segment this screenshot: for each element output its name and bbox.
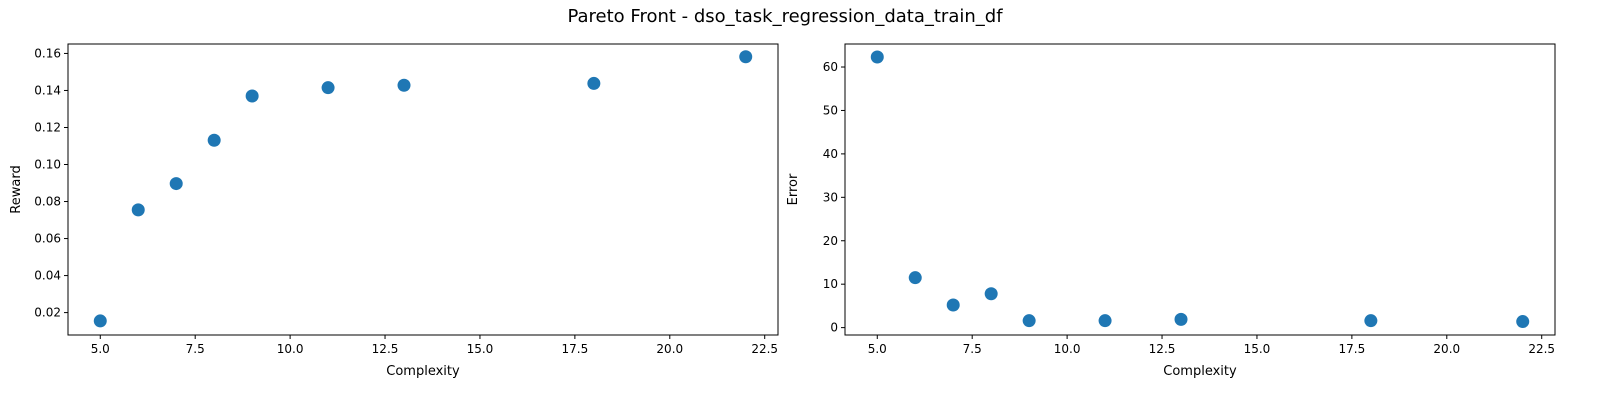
data-point (245, 89, 259, 103)
y-tick-label: 60 (823, 60, 838, 74)
data-point (908, 271, 922, 285)
y-tick-label: 10 (823, 277, 838, 291)
y-tick-label: 30 (823, 190, 838, 204)
x-tick-label: 17.5 (562, 342, 589, 356)
y-axis-label: Reward (9, 165, 24, 213)
x-tick-label: 12.5 (372, 342, 399, 356)
x-tick-label: 17.5 (1339, 342, 1366, 356)
x-tick-label: 10.0 (277, 342, 304, 356)
data-point (1098, 314, 1112, 328)
data-point (1022, 314, 1036, 328)
x-tick-label: 15.0 (467, 342, 494, 356)
y-tick-label: 40 (823, 147, 838, 161)
y-tick-label: 20 (823, 234, 838, 248)
x-tick-label: 5.0 (91, 342, 110, 356)
x-tick-label: 22.5 (751, 342, 778, 356)
data-point (321, 81, 335, 95)
data-point (739, 50, 753, 64)
data-point (984, 287, 998, 301)
data-point (587, 76, 601, 90)
data-point (1174, 312, 1188, 326)
data-point (397, 78, 411, 92)
figure-title: Pareto Front - dso_task_regression_data_… (567, 6, 1003, 27)
data-point (207, 133, 221, 147)
y-tick-label: 0.02 (34, 306, 61, 320)
x-axis-label: Complexity (386, 364, 460, 379)
x-tick-label: 20.0 (656, 342, 683, 356)
y-tick-label: 0.06 (34, 232, 61, 246)
subplot-1: 5.0 7.5 10.0 12.5 15.0 17.5 20.0 22.5 0.02 0.04 0.… (9, 43, 779, 379)
y-tick-label: 0.04 (34, 269, 61, 283)
y-tick-label: 0.16 (34, 46, 61, 60)
y-tick-label: 0 (830, 321, 838, 335)
y-tick-label: 50 (823, 103, 838, 117)
x-axis-label: Complexity (1163, 364, 1237, 379)
y-tick-label: 0.10 (34, 158, 61, 172)
data-point (169, 177, 183, 191)
x-tick-label: 15.0 (1244, 342, 1271, 356)
data-point (131, 203, 145, 217)
y-axis-label: Error (786, 173, 801, 205)
x-tick-label: 7.5 (963, 342, 982, 356)
subplot-2: 5.0 7.5 10.0 12.5 15.0 17.5 20.0 22.5 0 10 20 30 40 5… (786, 43, 1556, 379)
x-tick-label: 12.5 (1149, 342, 1176, 356)
x-tick-label: 20.0 (1433, 342, 1460, 356)
x-tick-label: 7.5 (186, 342, 205, 356)
data-point (1364, 314, 1378, 328)
y-tick-label: 0.14 (34, 83, 61, 97)
data-point (1516, 315, 1530, 329)
x-tick-label: 5.0 (868, 342, 887, 356)
axes-frame (844, 43, 1556, 336)
data-point (93, 314, 107, 328)
x-tick-label: 10.0 (1054, 342, 1081, 356)
x-tick-label: 22.5 (1528, 342, 1555, 356)
axes-frame (67, 43, 779, 336)
data-point (870, 50, 884, 64)
y-tick-label: 0.08 (34, 195, 61, 209)
data-point (946, 298, 960, 312)
y-tick-label: 0.12 (34, 120, 61, 134)
